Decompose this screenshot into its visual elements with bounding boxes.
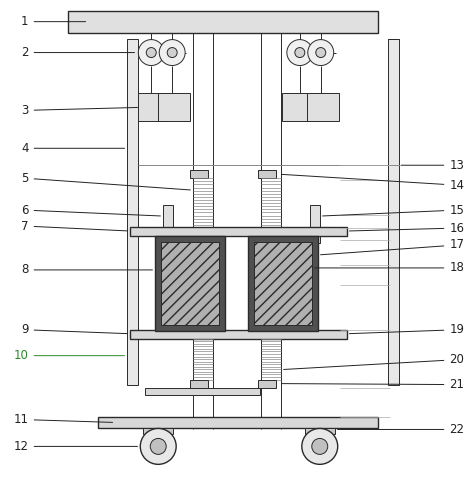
Bar <box>143 429 173 434</box>
Text: 8: 8 <box>21 263 152 277</box>
Bar <box>388 38 399 385</box>
Text: 1: 1 <box>21 15 86 28</box>
Text: 12: 12 <box>14 440 137 453</box>
Text: 10: 10 <box>14 349 124 362</box>
Text: 11: 11 <box>14 413 113 426</box>
Text: 6: 6 <box>21 204 161 217</box>
Bar <box>163 205 173 243</box>
Text: 13: 13 <box>401 159 464 172</box>
Circle shape <box>150 438 166 454</box>
Text: 14: 14 <box>282 174 465 192</box>
Bar <box>307 94 339 121</box>
Text: 9: 9 <box>21 323 127 336</box>
Circle shape <box>167 48 177 57</box>
Bar <box>127 38 138 385</box>
Text: 15: 15 <box>323 204 464 217</box>
Text: 16: 16 <box>350 222 465 235</box>
Circle shape <box>140 429 176 464</box>
Circle shape <box>316 48 326 57</box>
Circle shape <box>295 48 305 57</box>
Bar <box>310 205 320 243</box>
Circle shape <box>146 48 156 57</box>
Text: 22: 22 <box>338 423 465 436</box>
Text: 18: 18 <box>314 262 464 275</box>
Text: 21: 21 <box>282 378 465 391</box>
Bar <box>258 379 276 388</box>
Bar <box>254 242 312 325</box>
Text: 17: 17 <box>321 239 465 255</box>
Bar <box>190 170 208 178</box>
Bar <box>130 227 347 236</box>
Bar <box>258 170 276 178</box>
Bar <box>133 94 165 121</box>
Bar <box>145 388 260 394</box>
Bar <box>305 429 335 434</box>
Circle shape <box>287 39 313 66</box>
Text: 2: 2 <box>21 46 134 59</box>
Bar <box>190 379 208 388</box>
Text: 7: 7 <box>21 220 128 233</box>
Text: 4: 4 <box>21 142 124 155</box>
Bar <box>282 94 314 121</box>
Bar <box>68 11 378 33</box>
Bar <box>158 94 190 121</box>
Bar <box>155 236 225 331</box>
Text: 5: 5 <box>21 172 190 190</box>
Text: 19: 19 <box>350 323 465 336</box>
Bar <box>98 417 378 429</box>
Bar <box>248 236 318 331</box>
Circle shape <box>159 39 185 66</box>
Circle shape <box>308 39 334 66</box>
Text: 20: 20 <box>284 353 464 370</box>
Bar <box>130 330 347 339</box>
Text: 3: 3 <box>21 104 137 117</box>
Circle shape <box>312 438 328 454</box>
Bar <box>161 242 219 325</box>
Circle shape <box>302 429 338 464</box>
Circle shape <box>138 39 164 66</box>
